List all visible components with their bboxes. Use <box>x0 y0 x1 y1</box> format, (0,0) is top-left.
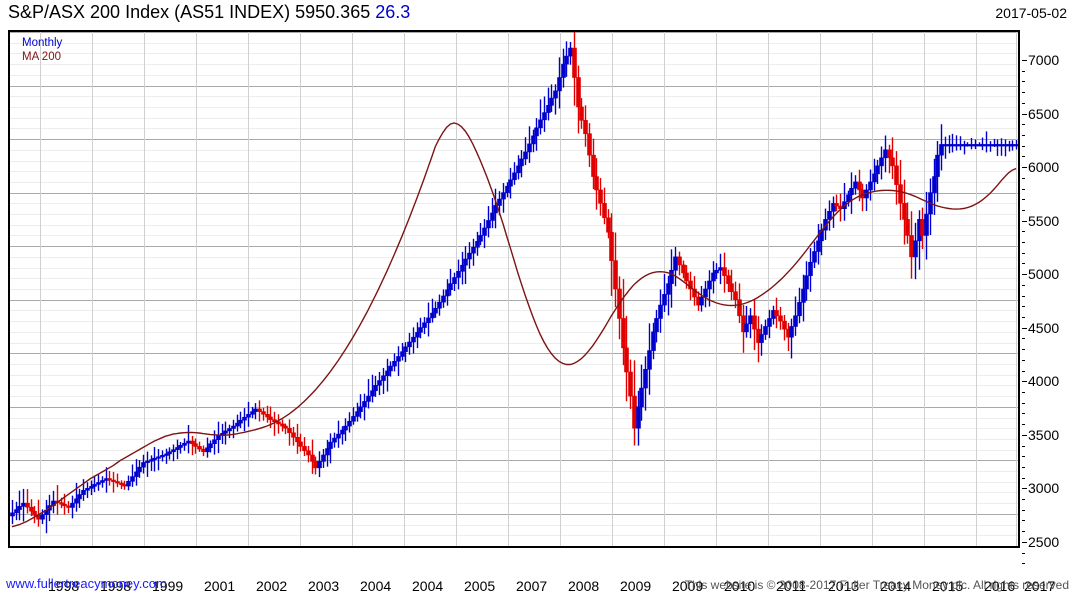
y-minor-tick <box>1022 92 1025 94</box>
chart-header: S&P/ASX 200 Index (AS51 INDEX) 5950.365 … <box>0 0 1075 28</box>
y-minor-tick <box>1022 466 1025 468</box>
x-axis-label: 2004 <box>412 578 444 594</box>
x-axis-label: 2003 <box>308 578 340 594</box>
y-tick-mark <box>1022 434 1027 436</box>
y-tick-mark <box>1022 541 1027 543</box>
y-minor-tick <box>1022 295 1025 297</box>
y-minor-tick <box>1022 134 1025 136</box>
y-minor-tick <box>1022 509 1025 511</box>
y-axis-label: 4500 <box>1028 319 1060 336</box>
x-axis-label: 2014 <box>880 578 912 594</box>
x-axis-label: 1998 <box>100 578 132 594</box>
y-axis-label: 6500 <box>1028 105 1060 122</box>
x-axis: 1998 1998 1999 2001 2002 2003 2004 2004 2005 2007… <box>0 576 1075 600</box>
y-minor-tick <box>1022 520 1025 522</box>
y-minor-tick <box>1022 124 1025 126</box>
y-minor-tick <box>1022 284 1025 286</box>
y-minor-tick <box>1022 231 1025 233</box>
y-axis-label: 3000 <box>1028 480 1060 497</box>
y-minor-tick <box>1022 477 1025 479</box>
x-axis-label: 2005 <box>464 578 496 594</box>
y-minor-tick <box>1022 391 1025 393</box>
y-axis-label: 7000 <box>1028 52 1060 68</box>
y-tick-mark <box>1022 274 1027 276</box>
title-change-value: 26.3 <box>375 2 411 22</box>
x-axis-label: 2015 <box>932 578 964 594</box>
y-minor-tick <box>1022 306 1025 308</box>
chart-gridlines <box>10 32 1018 546</box>
page-title: S&P/ASX 200 Index (AS51 INDEX) 5950.365 … <box>8 2 410 23</box>
y-minor-tick <box>1022 102 1025 104</box>
y-minor-tick <box>1022 156 1025 158</box>
y-minor-tick <box>1022 81 1025 83</box>
y-axis-label: 6000 <box>1028 159 1060 176</box>
x-axis-label: 2004 <box>360 578 392 594</box>
x-axis-label: 1999 <box>152 578 184 594</box>
x-axis-label: 2008 <box>568 578 600 594</box>
chart-series <box>10 32 1018 534</box>
x-axis-label: 2013 <box>828 578 860 594</box>
site-url[interactable]: www.fullertreacymoney.com <box>6 576 167 591</box>
y-axis-label: 5000 <box>1028 266 1060 283</box>
x-axis-label: 2001 <box>204 578 236 594</box>
y-minor-tick <box>1022 70 1025 72</box>
y-minor-tick <box>1022 188 1025 190</box>
y-minor-tick <box>1022 370 1025 372</box>
x-axis-label: 2016 <box>984 578 1016 594</box>
y-minor-tick <box>1022 552 1025 554</box>
y-minor-tick <box>1022 359 1025 361</box>
y-axis-label: 3500 <box>1028 426 1060 443</box>
x-axis-label: 2017 <box>1024 578 1056 594</box>
title-text: S&P/ASX 200 Index (AS51 INDEX) 5950.365 <box>8 2 371 22</box>
y-axis-label: 4000 <box>1028 373 1060 390</box>
chart-footer: www.fullertreacymoney.com This website i… <box>0 576 1075 600</box>
y-minor-tick <box>1022 445 1025 447</box>
as-of-date: 2017-05-02 <box>995 5 1067 21</box>
y-minor-tick <box>1022 424 1025 426</box>
y-minor-tick <box>1022 177 1025 179</box>
y-tick-mark <box>1022 60 1027 61</box>
y-minor-tick <box>1022 499 1025 501</box>
y-tick-mark <box>1022 488 1027 490</box>
y-tick-mark <box>1022 220 1027 222</box>
x-axis-label: 1998 <box>48 578 80 594</box>
y-minor-tick <box>1022 338 1025 340</box>
y-tick-mark <box>1022 167 1027 169</box>
x-axis-label: 2007 <box>516 578 548 594</box>
y-minor-tick <box>1022 145 1025 147</box>
y-tick-mark <box>1022 381 1027 383</box>
y-minor-tick <box>1022 199 1025 201</box>
y-minor-tick <box>1022 402 1025 404</box>
y-minor-tick <box>1022 413 1025 415</box>
y-minor-tick <box>1022 317 1025 318</box>
y-minor-tick <box>1022 456 1025 458</box>
x-axis-label: 2010 <box>724 578 756 594</box>
y-minor-tick <box>1022 242 1025 244</box>
y-minor-tick <box>1022 263 1025 265</box>
y-axis: 2500 3000 3500 4000 4500 5000 5500 6000 6500 7000 <box>1022 52 1075 576</box>
chart-area: Monthly MA 200 2500 3000 3500 4000 4500 5000 5… <box>0 28 1075 594</box>
y-minor-tick <box>1022 252 1025 254</box>
copyright-text: This website is © 2008-2017 Fuller Treac… <box>684 578 1069 592</box>
x-axis-label: 2011 <box>776 578 807 594</box>
x-axis-label: 2009 <box>620 578 652 594</box>
y-axis-label: 5500 <box>1028 212 1060 229</box>
plot-region[interactable]: Monthly MA 200 <box>8 30 1020 548</box>
y-axis-label: 2500 <box>1028 533 1060 550</box>
x-axis-label: 2002 <box>256 578 288 594</box>
y-minor-tick <box>1022 563 1025 565</box>
y-minor-tick <box>1022 349 1025 351</box>
y-minor-tick <box>1022 531 1025 533</box>
x-axis-label: 2009 <box>672 578 704 594</box>
y-tick-mark <box>1022 327 1027 329</box>
y-tick-mark <box>1022 113 1027 115</box>
y-minor-tick <box>1022 209 1025 211</box>
